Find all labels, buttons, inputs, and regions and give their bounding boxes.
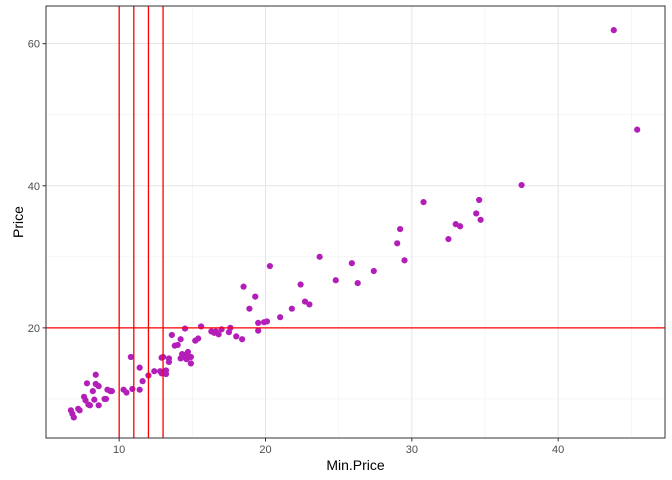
data-point <box>102 395 110 403</box>
axis-ticks: 10 20 30 40 20 40 60 <box>28 39 565 456</box>
data-point <box>95 383 102 390</box>
data-point <box>218 326 225 333</box>
y-axis-title: Price <box>10 206 26 238</box>
x-tick-label: 40 <box>552 444 564 456</box>
data-point <box>233 333 240 340</box>
data-point <box>86 402 94 409</box>
data-point <box>445 235 452 243</box>
data-point <box>70 414 77 421</box>
x-tick-label: 30 <box>406 444 418 456</box>
data-point <box>306 301 313 308</box>
data-point <box>263 318 271 325</box>
data-point <box>246 305 253 312</box>
data-point <box>301 298 309 305</box>
data-point <box>288 305 295 312</box>
data-point <box>129 385 136 393</box>
x-tick-label: 10 <box>113 444 125 456</box>
data-point <box>401 257 408 264</box>
data-point <box>476 196 483 204</box>
data-point <box>177 336 184 343</box>
x-axis-title: Min.Price <box>326 457 385 473</box>
data-point <box>92 371 99 378</box>
data-point <box>240 283 247 290</box>
data-point <box>238 336 246 343</box>
data-point <box>184 348 192 356</box>
data-point <box>162 367 170 374</box>
data-point <box>215 331 222 338</box>
data-point <box>610 27 617 34</box>
data-point <box>332 277 339 284</box>
data-point <box>457 223 464 230</box>
data-point <box>151 368 158 375</box>
y-tick-label: 60 <box>28 39 40 51</box>
data-point <box>198 323 205 330</box>
y-tick-label: 20 <box>28 323 40 335</box>
data-point <box>277 314 284 321</box>
data-point <box>266 262 273 270</box>
data-point <box>83 380 91 387</box>
data-point <box>181 325 189 332</box>
data-point <box>634 126 641 133</box>
data-point <box>473 210 480 217</box>
data-point <box>123 389 130 396</box>
data-point <box>394 240 401 247</box>
data-point <box>420 199 427 206</box>
data-point <box>518 181 525 189</box>
data-point <box>108 388 115 395</box>
data-point <box>174 341 181 349</box>
data-point <box>354 280 361 287</box>
data-point <box>195 335 202 342</box>
data-point <box>95 402 102 409</box>
data-point <box>348 260 355 267</box>
data-point <box>136 386 143 393</box>
data-point <box>370 267 377 275</box>
data-point <box>165 355 173 362</box>
reference-lines <box>46 6 665 438</box>
data-point <box>477 216 484 223</box>
data-point <box>187 353 194 361</box>
data-point <box>252 293 259 300</box>
data-point <box>168 331 175 339</box>
data-point <box>255 327 262 334</box>
data-point <box>91 396 98 403</box>
data-point <box>255 319 262 326</box>
data-point <box>316 253 323 260</box>
data-point <box>76 407 83 414</box>
data-point <box>89 388 96 395</box>
data-points <box>67 27 641 421</box>
data-point <box>397 226 404 233</box>
panel-border <box>45 5 666 439</box>
y-tick-label: 40 <box>28 181 40 193</box>
data-point <box>297 281 304 288</box>
x-tick-label: 20 <box>259 444 271 456</box>
data-point <box>139 378 146 385</box>
data-point <box>187 360 194 367</box>
data-point <box>136 364 143 371</box>
data-point <box>127 353 134 361</box>
